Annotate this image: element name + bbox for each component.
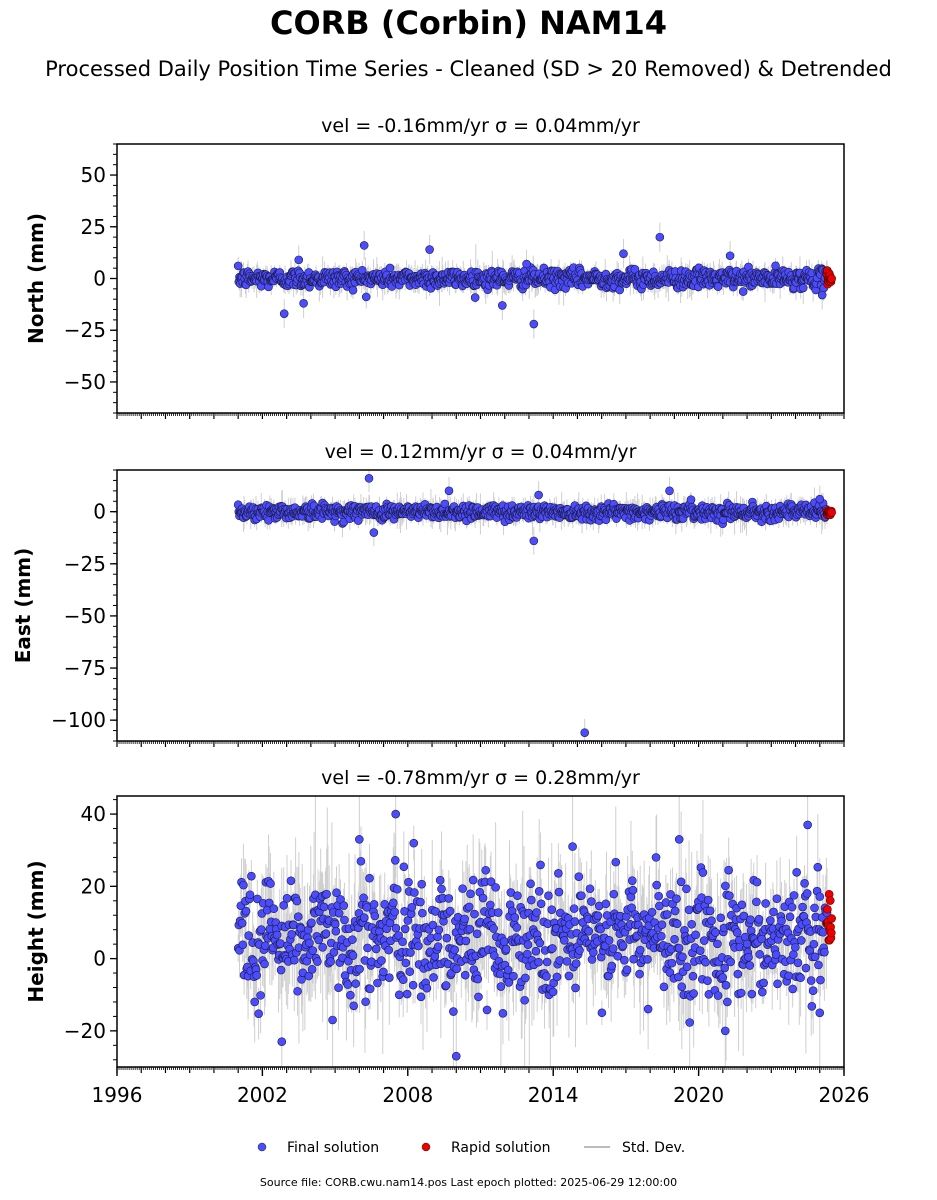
final-point-outlier bbox=[529, 319, 539, 329]
panel-height: vel = -0.78mm/yr σ = 0.28mm/yr Height (mm… bbox=[24, 767, 869, 1107]
y-axis-label: Height (mm) bbox=[24, 860, 48, 1002]
plot-area bbox=[233, 222, 836, 339]
y-tick-label: 25 bbox=[81, 215, 106, 239]
rapid-point bbox=[827, 274, 836, 283]
final-point-outlier bbox=[725, 251, 735, 261]
final-point bbox=[361, 292, 371, 302]
final-point bbox=[354, 516, 363, 525]
final-point-outlier bbox=[619, 249, 628, 258]
y-tick-label: −25 bbox=[64, 552, 106, 576]
y-axis-label: North (mm) bbox=[24, 213, 48, 344]
final-point bbox=[798, 283, 808, 293]
rapid-point bbox=[827, 508, 836, 517]
x-axis bbox=[116, 413, 845, 419]
chart-subtitle: Processed Daily Position Time Series - C… bbox=[45, 57, 892, 81]
y-axis: −50 −25 0 25 50 bbox=[64, 143, 117, 414]
y-tick-label: −50 bbox=[64, 604, 106, 628]
final-point-outlier bbox=[655, 232, 665, 242]
y-tick-label: −100 bbox=[51, 708, 106, 732]
panel-title: vel = -0.16mm/yr σ = 0.04mm/yr bbox=[321, 115, 640, 137]
rapid-solution-points bbox=[822, 506, 836, 520]
y-tick-label: −25 bbox=[64, 318, 106, 342]
y-tick-label: 50 bbox=[81, 163, 106, 187]
plot-area bbox=[233, 470, 836, 741]
final-point-outlier bbox=[534, 490, 543, 500]
y-axis-label: East (mm) bbox=[11, 548, 35, 664]
chart-title: CORB (Corbin) NAM14 bbox=[269, 4, 668, 42]
final-point bbox=[348, 285, 358, 295]
panel-east: vel = 0.12mm/yr σ = 0.04mm/yr East (mm) −1… bbox=[11, 441, 845, 747]
panel-title: vel = 0.12mm/yr σ = 0.04mm/yr bbox=[325, 441, 637, 463]
rapid-solution-points bbox=[822, 266, 836, 289]
final-point-outlier bbox=[294, 255, 304, 265]
final-point bbox=[385, 263, 395, 273]
y-tick-label: −75 bbox=[64, 656, 106, 680]
final-point bbox=[738, 287, 748, 296]
plot-area bbox=[233, 796, 836, 1067]
final-point-outlier bbox=[529, 536, 539, 546]
final-point bbox=[686, 495, 696, 504]
final-point bbox=[713, 282, 723, 291]
final-point bbox=[470, 293, 480, 302]
y-tick-label: 0 bbox=[93, 267, 106, 291]
panel-title: vel = -0.78mm/yr σ = 0.28mm/yr bbox=[321, 767, 640, 789]
final-point-outlier bbox=[444, 486, 454, 496]
final-point-outlier bbox=[425, 245, 434, 254]
final-point-outlier bbox=[665, 486, 674, 496]
final-point-outlier bbox=[359, 241, 369, 250]
final-point-outlier bbox=[522, 259, 531, 269]
y-tick-label: 0 bbox=[93, 500, 106, 524]
final-point-outlier bbox=[279, 309, 289, 318]
final-solution-points bbox=[233, 232, 832, 329]
final-point-outlier bbox=[498, 301, 507, 310]
final-point-outlier bbox=[299, 299, 308, 308]
y-axis: −100 −75 −50 −25 0 bbox=[51, 469, 117, 742]
y-tick-label: −50 bbox=[64, 370, 106, 394]
final-point-outlier bbox=[364, 474, 374, 483]
final-point-outlier bbox=[369, 528, 379, 537]
final-point-outlier bbox=[815, 494, 825, 504]
final-point bbox=[771, 261, 780, 271]
final-point-outlier bbox=[580, 728, 590, 737]
final-solution-points bbox=[233, 474, 832, 737]
final-point bbox=[440, 499, 450, 509]
x-axis bbox=[116, 741, 845, 747]
final-point bbox=[233, 261, 243, 271]
panel-north: vel = -0.16mm/yr σ = 0.04mm/yr North (mm)… bbox=[24, 115, 845, 419]
final-point-outlier bbox=[817, 290, 827, 300]
